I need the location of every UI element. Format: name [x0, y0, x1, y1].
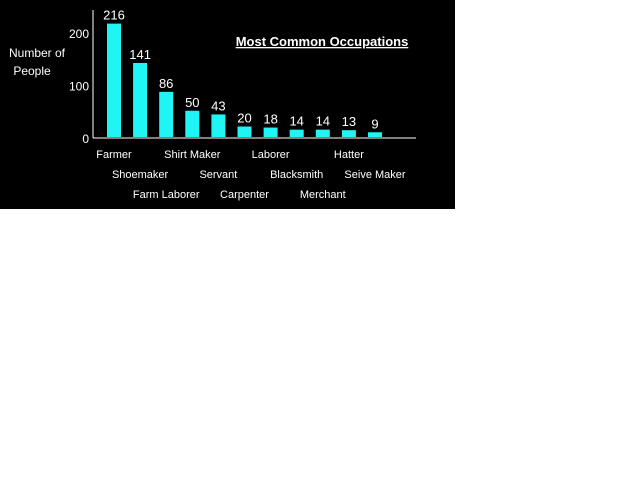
bar-carpenter [237, 126, 252, 137]
bar-farmer [107, 23, 121, 138]
category-labels: Farmer Shoemaker Farm Laborer Shirt Maker Se… [96, 149, 406, 201]
bar-value-label: 9 [371, 116, 378, 131]
category-label: Servant [199, 169, 237, 181]
category-label: Laborer [252, 149, 290, 161]
y-axis-label-line-2: People [13, 64, 51, 78]
category-label: Shoemaker [112, 169, 169, 181]
bar-farm-laborer [159, 91, 174, 137]
bar-blacksmith [289, 129, 304, 137]
category-label: Seive Maker [344, 169, 405, 181]
category-label: Carpenter [220, 189, 269, 201]
y-tick-label: 200 [69, 27, 89, 41]
category-label: Merchant [300, 189, 346, 201]
bar-chart: Most Common Occupations Number of People… [9, 8, 416, 201]
category-label: Blacksmith [270, 169, 323, 181]
y-tick-label: 100 [69, 80, 89, 94]
bar-value-label: 50 [185, 95, 199, 110]
bar-servant [211, 114, 226, 137]
bar-shirt-maker [185, 110, 200, 137]
bar-shoemaker [133, 62, 148, 137]
y-axis-label-line-1: Number of [9, 46, 66, 60]
category-label: Shirt Maker [164, 149, 221, 161]
category-label: Hatter [334, 149, 364, 161]
bar-value-label: 141 [129, 47, 151, 62]
bar-value-label: 216 [103, 8, 125, 23]
value-labels: 216 141 86 50 43 20 18 14 14 13 9 [103, 8, 378, 132]
bar-value-label: 18 [263, 112, 277, 127]
bar-seive-maker [368, 132, 382, 137]
y-axis-ticks: 0 100 200 [69, 27, 89, 146]
bars [107, 23, 382, 138]
bar-merchant [315, 129, 330, 137]
y-tick-label: 0 [82, 132, 89, 146]
bar-value-label: 86 [159, 76, 173, 91]
category-label: Farmer [96, 149, 132, 161]
bar-laborer [263, 127, 278, 137]
bar-hatter [341, 130, 356, 137]
bar-value-label: 20 [237, 111, 251, 126]
bar-value-label: 14 [289, 114, 303, 129]
chart-panel: Most Common Occupations Number of People… [0, 0, 455, 209]
bar-value-label: 13 [342, 114, 356, 129]
category-label: Farm Laborer [133, 189, 200, 201]
chart-title: Most Common Occupations [236, 34, 409, 49]
bar-value-label: 43 [211, 98, 225, 113]
bar-value-label: 14 [316, 114, 330, 129]
